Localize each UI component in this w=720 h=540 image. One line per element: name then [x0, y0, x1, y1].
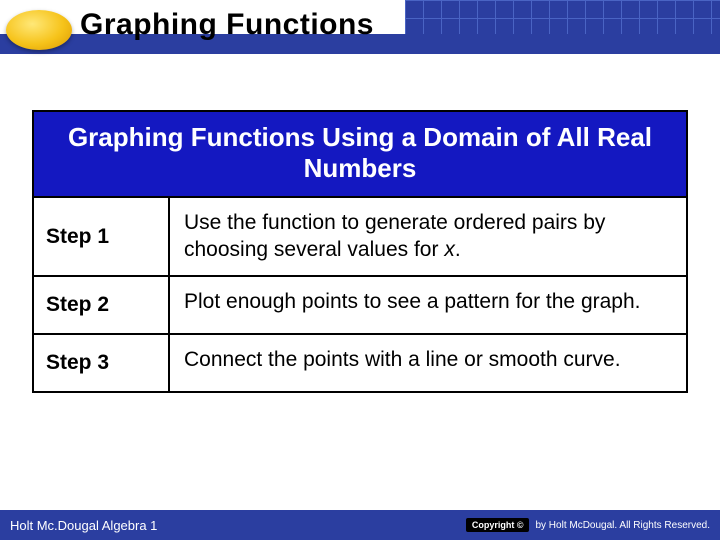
desc-text: Plot enough points to see a pattern for … — [184, 290, 640, 313]
table-title: Graphing Functions Using a Domain of All… — [34, 112, 686, 196]
header-bar: Graphing Functions — [0, 0, 720, 58]
table-row: Step 2 Plot enough points to see a patte… — [34, 275, 686, 333]
logo-oval-icon — [6, 10, 72, 50]
step-label: Step 2 — [34, 277, 170, 333]
step-label: Step 3 — [34, 335, 170, 391]
copyright-text: by Holt McDougal. All Rights Reserved. — [535, 520, 710, 531]
desc-text: Use the function to generate ordered pai… — [184, 211, 605, 260]
steps-table: Graphing Functions Using a Domain of All… — [32, 110, 688, 393]
table-row: Step 1 Use the function to generate orde… — [34, 196, 686, 275]
footer-copyright: Copyright © by Holt McDougal. All Rights… — [466, 518, 710, 532]
step-label: Step 1 — [34, 198, 170, 275]
step-description: Connect the points with a line or smooth… — [170, 335, 686, 391]
step-description: Use the function to generate ordered pai… — [170, 198, 686, 275]
page-title: Graphing Functions — [80, 8, 374, 42]
step-description: Plot enough points to see a pattern for … — [170, 277, 686, 333]
desc-italic: x — [444, 238, 455, 261]
desc-text: Connect the points with a line or smooth… — [184, 348, 621, 371]
copyright-badge: Copyright © — [466, 518, 530, 532]
desc-text-post: . — [455, 238, 461, 261]
footer-text-left: Holt Mc.Dougal Algebra 1 — [10, 518, 157, 533]
table-row: Step 3 Connect the points with a line or… — [34, 333, 686, 391]
footer-bar: Holt Mc.Dougal Algebra 1 Copyright © by … — [0, 510, 720, 540]
